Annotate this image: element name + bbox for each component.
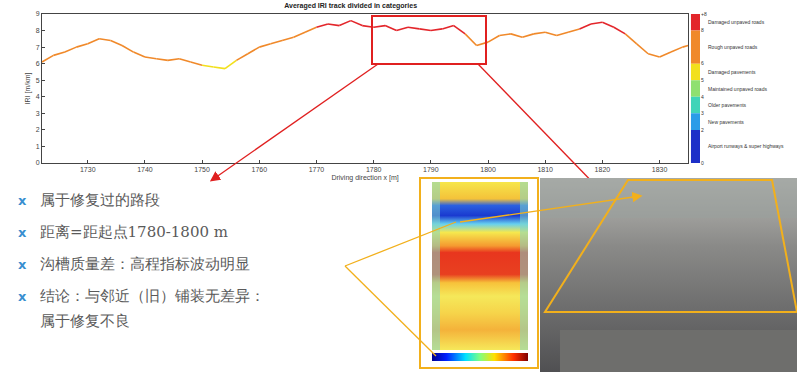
- svg-text:1820: 1820: [595, 166, 611, 173]
- svg-text:IRI [m/km]: IRI [m/km]: [24, 73, 32, 105]
- svg-text:1780: 1780: [366, 166, 382, 173]
- svg-text:6: 6: [701, 60, 704, 66]
- svg-text:1730: 1730: [80, 166, 96, 173]
- html-text:x: x: [18, 225, 27, 240]
- html-text:属于修复过的路段: 属于修复过的路段: [40, 191, 160, 209]
- svg-text:2: 2: [701, 127, 704, 133]
- svg-text:1790: 1790: [423, 166, 439, 173]
- html-text:结论：与邻近（旧）铺装无差异：: 结论：与邻近（旧）铺装无差异：: [40, 287, 265, 305]
- svg-text:0: 0: [36, 159, 40, 166]
- svg-text:1830: 1830: [652, 166, 668, 173]
- svg-text:8: 8: [701, 27, 704, 33]
- svg-text:1770: 1770: [309, 166, 325, 173]
- html-text:x: x: [18, 257, 27, 272]
- svg-text:+8: +8: [701, 11, 707, 17]
- svg-text:9: 9: [36, 10, 40, 17]
- svg-text:3: 3: [36, 110, 40, 117]
- svg-text:Averaged IRI track divided in: Averaged IRI track divided in categories: [284, 2, 417, 10]
- svg-text:Damaged pavements: Damaged pavements: [708, 69, 756, 75]
- svg-text:7: 7: [36, 44, 40, 51]
- html-text:属于修复不良: 属于修复不良: [40, 312, 130, 330]
- svg-text:Airport runways & super highwa: Airport runways & super highways: [708, 143, 784, 149]
- svg-text:0: 0: [701, 160, 704, 166]
- svg-text:4: 4: [701, 94, 704, 100]
- svg-text:1760: 1760: [252, 166, 268, 173]
- svg-text:New pavements: New pavements: [708, 119, 744, 125]
- html-text:x: x: [18, 289, 27, 304]
- svg-text:Maintained unpaved roads: Maintained unpaved roads: [708, 86, 767, 92]
- html-text:沟槽质量差：高程指标波动明显: 沟槽质量差：高程指标波动明显: [40, 255, 250, 273]
- svg-text:3: 3: [701, 110, 704, 116]
- svg-text:Damaged unpaved roads: Damaged unpaved roads: [708, 19, 765, 25]
- svg-text:4: 4: [36, 93, 40, 100]
- svg-text:1740: 1740: [137, 166, 153, 173]
- html-text:距离=距起点1780-1800 m: 距离=距起点1780-1800 m: [40, 223, 228, 241]
- svg-text:1810: 1810: [537, 166, 553, 173]
- svg-text:8: 8: [36, 27, 40, 34]
- svg-text:2: 2: [36, 126, 40, 133]
- svg-text:5: 5: [701, 77, 704, 83]
- svg-text:1750: 1750: [194, 166, 210, 173]
- html-text:x: x: [18, 193, 27, 208]
- svg-text:Rough unpaved roads: Rough unpaved roads: [708, 44, 758, 50]
- svg-text:Older pavements: Older pavements: [708, 102, 747, 108]
- svg-text:6: 6: [36, 60, 40, 67]
- svg-text:1: 1: [36, 143, 40, 150]
- svg-text:5: 5: [36, 77, 40, 84]
- svg-text:1800: 1800: [480, 166, 496, 173]
- svg-text:Driving direction x [m]: Driving direction x [m]: [331, 174, 398, 182]
